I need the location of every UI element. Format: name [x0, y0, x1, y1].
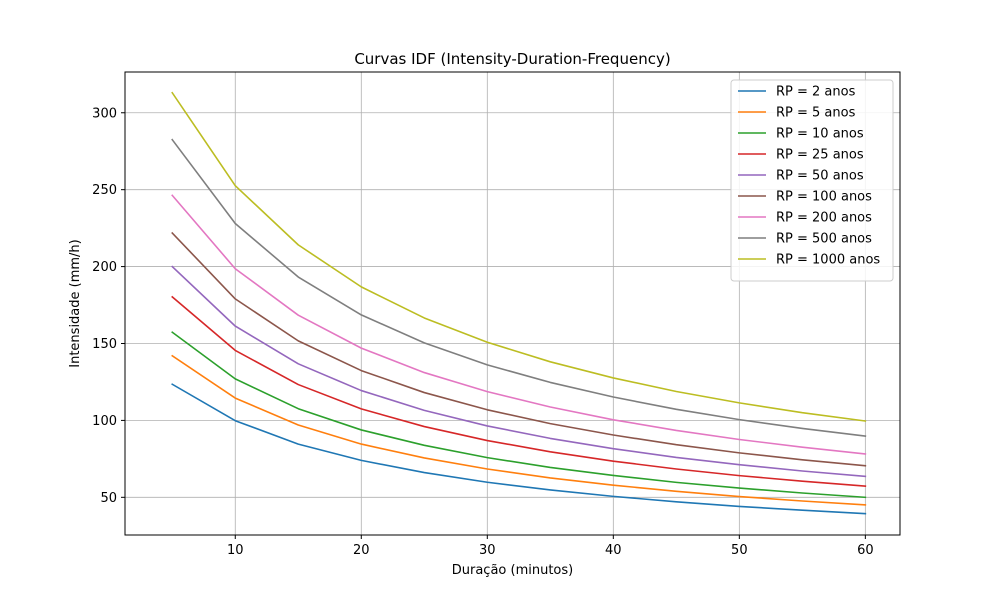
x-tick-label: 20: [353, 543, 370, 558]
chart-title: Curvas IDF (Intensity-Duration-Frequency…: [354, 50, 670, 68]
legend-box: [730, 79, 894, 282]
legend-label: RP = 50 anos: [776, 169, 864, 184]
legend-label: RP = 5 anos: [776, 106, 856, 121]
y-tick-label: 300: [92, 106, 117, 121]
x-tick-label: 50: [731, 543, 748, 558]
legend-label: RP = 25 anos: [776, 148, 864, 163]
y-axis-title: Intensidade (mm/h): [68, 239, 83, 367]
plot-frame: [124, 71, 901, 536]
x-tick-label: 60: [857, 543, 874, 558]
y-tick-label: 50: [100, 491, 117, 506]
series-line-4: [171, 265, 867, 478]
legend: RP = 2 anos RP = 5 anos RP = 10 anos RP = 2…: [730, 79, 894, 282]
series-line-1: [171, 354, 867, 506]
legend-label: RP = 2 anos: [776, 85, 856, 100]
x-tick-label: 10: [227, 543, 244, 558]
legend-label: RP = 10 anos: [776, 127, 864, 142]
legend-label: RP = 100 anos: [776, 190, 872, 205]
y-tick-label: 200: [92, 260, 117, 275]
x-tick-label: 40: [605, 543, 622, 558]
series-line-0: [171, 383, 867, 515]
x-axis-title: Duração (minutos): [452, 563, 573, 578]
series-line-2: [171, 331, 867, 499]
series-line-7: [171, 138, 867, 437]
y-tick-label: 250: [92, 183, 117, 198]
y-tick-label: 100: [92, 414, 117, 429]
axis-ticks: 10 20 30 40 50 60 50 100 150 200 250 300: [92, 106, 873, 558]
x-tick-label: 30: [479, 543, 496, 558]
legend-label: RP = 200 anos: [776, 211, 872, 226]
series-line-8: [171, 91, 867, 422]
legend-label: RP = 500 anos: [776, 232, 872, 247]
y-tick-label: 150: [92, 337, 117, 352]
series-line-6: [171, 194, 867, 455]
series-line-3: [171, 295, 867, 487]
series-line-5: [171, 231, 867, 467]
series-lines: [171, 91, 867, 515]
legend-label: RP = 1000 anos: [776, 253, 880, 268]
